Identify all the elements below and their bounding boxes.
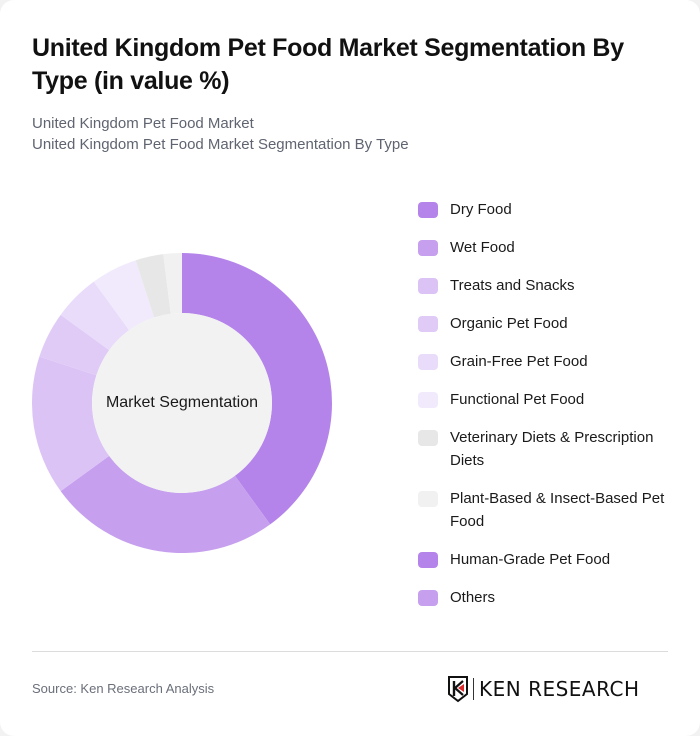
source-note: Source: Ken Research Analysis (32, 681, 215, 696)
subtitle-line-2: United Kingdom Pet Food Market Segmentat… (32, 136, 409, 153)
donut-segment (32, 356, 110, 492)
legend-item: Others (418, 586, 688, 609)
legend-item: Human-Grade Pet Food (418, 548, 688, 571)
legend-swatch (418, 491, 438, 507)
legend-item: Treats and Snacks (418, 274, 688, 297)
legend-item: Veterinary Diets & Prescription Diets (418, 426, 688, 472)
legend-label: Human-Grade Pet Food (450, 551, 611, 568)
donut-segment (93, 260, 155, 331)
chart-title: United Kingdom Pet Food Market Segmentat… (32, 34, 624, 95)
donut-segment (60, 281, 130, 351)
donut-segment (60, 455, 271, 553)
legend-label: Treats and Snacks (450, 277, 575, 294)
chart-subtitle: United Kingdom Pet Food Market United Ki… (32, 113, 409, 155)
legend-item: Grain-Free Pet Food (418, 350, 688, 373)
footer-divider (32, 651, 668, 652)
logo-text: KEN RESEARCH (479, 677, 640, 701)
logo-separator (473, 678, 474, 700)
legend-item: Dry Food (418, 198, 688, 221)
legend-swatch (418, 590, 438, 606)
legend-label: Dry Food (450, 201, 512, 218)
legend-item: Wet Food (418, 236, 688, 259)
legend-swatch (418, 552, 438, 568)
chart-legend: Dry Food Wet Food Treats and Snacks Orga… (418, 198, 688, 624)
legend-swatch (418, 278, 438, 294)
donut-segment (39, 314, 110, 376)
legend-swatch (418, 354, 438, 370)
donut-segment (182, 253, 332, 525)
legend-item: Plant-Based & Insect-Based Pet Food (418, 487, 688, 533)
legend-swatch (418, 202, 438, 218)
legend-label: Veterinary Diets & Prescription Diets (450, 429, 654, 469)
legend-item: Functional Pet Food (418, 388, 688, 411)
donut-segment (163, 253, 182, 314)
legend-swatch (418, 316, 438, 332)
ken-research-shield-icon (448, 676, 468, 703)
legend-swatch (418, 392, 438, 408)
legend-label: Plant-Based & Insect-Based Pet Food (450, 490, 665, 530)
ken-research-logo: KEN RESEARCH (447, 674, 640, 704)
donut-center (92, 313, 272, 493)
legend-swatch (418, 430, 438, 446)
donut-segment (135, 254, 171, 318)
legend-swatch (418, 240, 438, 256)
donut-chart (32, 253, 332, 553)
subtitle-line-1: United Kingdom Pet Food Market (32, 115, 254, 132)
legend-label: Others (450, 589, 496, 606)
legend-label: Functional Pet Food (450, 391, 585, 408)
legend-label: Grain-Free Pet Food (450, 353, 588, 370)
legend-label: Organic Pet Food (450, 315, 568, 332)
legend-item: Organic Pet Food (418, 312, 688, 335)
legend-label: Wet Food (450, 239, 515, 256)
